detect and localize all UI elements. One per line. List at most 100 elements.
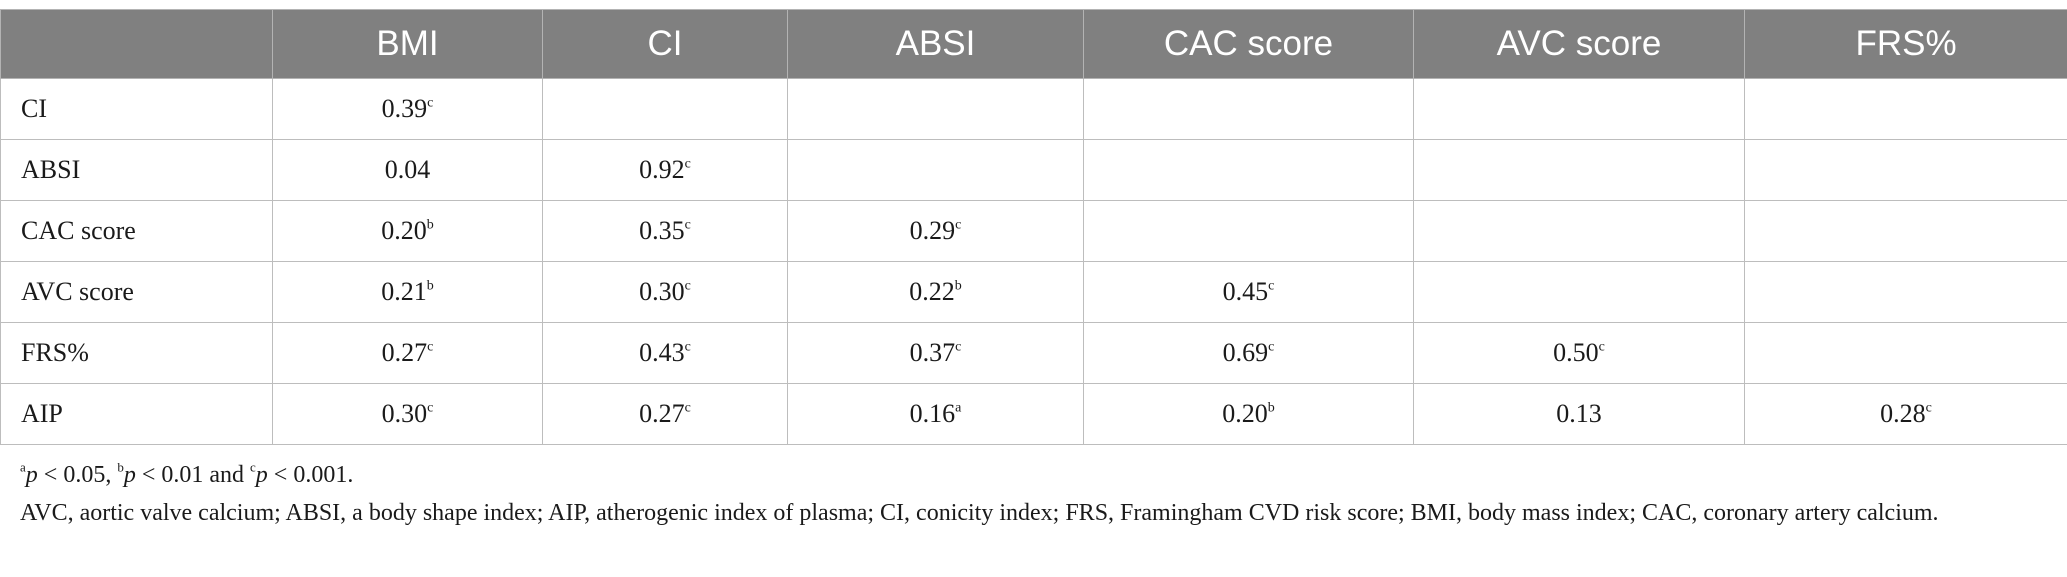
table-cell: 0.30c bbox=[542, 261, 788, 323]
table-cell bbox=[542, 78, 788, 140]
threshold-text: < 0.05, bbox=[37, 462, 118, 488]
table-cell: 0.16a bbox=[787, 383, 1084, 445]
cell-value: 0.21 bbox=[381, 277, 427, 306]
threshold-text: < 0.01 and bbox=[135, 462, 251, 488]
p-variable: p bbox=[123, 462, 136, 488]
footnote-marker: a bbox=[20, 459, 26, 475]
cell-value: 0.22 bbox=[909, 277, 955, 306]
table-cell bbox=[1744, 200, 2067, 262]
significance-marker: b bbox=[426, 217, 434, 233]
cell-value: 0.04 bbox=[384, 155, 431, 184]
cell-value: 0.50 bbox=[1553, 338, 1599, 367]
row-label: FRS% bbox=[0, 322, 273, 384]
table-cell bbox=[1413, 261, 1745, 323]
table-cell: 0.30c bbox=[272, 383, 543, 445]
cell-value: 0.13 bbox=[1556, 399, 1602, 428]
table-cell bbox=[1744, 139, 2067, 201]
table-cell: 0.92c bbox=[542, 139, 788, 201]
significance-marker: c bbox=[427, 400, 434, 416]
p-variable: p bbox=[255, 462, 268, 488]
correlation-table: BMI CI ABSI CAC score AVC score FRS% CI 0… bbox=[0, 9, 2067, 445]
table-row: CAC score 0.20b 0.35c 0.29c bbox=[0, 200, 2067, 262]
significance-marker: b bbox=[954, 278, 962, 294]
cell-value: 0.39 bbox=[381, 94, 428, 123]
cell-value: 0.35 bbox=[639, 216, 685, 245]
table-cell bbox=[1744, 322, 2067, 384]
table-row: AIP 0.30c 0.27c 0.16a 0.20b 0.13 0.28c bbox=[0, 383, 2067, 445]
cell-value: 0.69 bbox=[1222, 338, 1269, 367]
abbreviations-footnote: AVC, aortic valve calcium; ABSI, a body … bbox=[20, 500, 1939, 526]
footnote-marker: c bbox=[250, 459, 256, 475]
significance-footnote: ap < 0.05, bp < 0.01 and cp < 0.001. bbox=[20, 456, 2050, 494]
table-cell bbox=[1413, 200, 1745, 262]
header-row: BMI CI ABSI CAC score AVC score FRS% bbox=[0, 9, 2067, 79]
table-header: BMI CI ABSI CAC score AVC score FRS% bbox=[0, 9, 2067, 79]
table-cell: 0.39c bbox=[272, 78, 543, 140]
table-cell bbox=[1744, 261, 2067, 323]
table-cell bbox=[1413, 139, 1745, 201]
significance-marker: c bbox=[684, 400, 691, 416]
significance-marker: b bbox=[1267, 400, 1275, 416]
cell-value: 0.20 bbox=[381, 216, 427, 245]
cell-value: 0.30 bbox=[639, 277, 685, 306]
table-cell: 0.13 bbox=[1413, 383, 1745, 445]
header-cell-empty bbox=[0, 9, 273, 79]
header-cell-avc-score: AVC score bbox=[1413, 9, 1745, 79]
table-cell: 0.37c bbox=[787, 322, 1084, 384]
row-label: CAC score bbox=[0, 200, 273, 262]
header-cell-absi: ABSI bbox=[787, 9, 1084, 79]
significance-marker: c bbox=[427, 95, 434, 111]
significance-marker: c bbox=[955, 217, 962, 233]
threshold-text: < 0.001. bbox=[267, 462, 354, 488]
table-cell bbox=[787, 78, 1084, 140]
significance-marker: c bbox=[1268, 339, 1275, 355]
cell-value: 0.29 bbox=[909, 216, 956, 245]
significance-marker: c bbox=[1925, 400, 1932, 416]
table-cell bbox=[1083, 139, 1414, 201]
table-cell bbox=[1413, 78, 1745, 140]
row-label: ABSI bbox=[0, 139, 273, 201]
table-cell bbox=[1744, 78, 2067, 140]
table-row: CI 0.39c bbox=[0, 78, 2067, 140]
correlation-table-container: BMI CI ABSI CAC score AVC score FRS% CI 0… bbox=[0, 9, 2067, 445]
table-row: FRS% 0.27c 0.43c 0.37c 0.69c 0.50c bbox=[0, 322, 2067, 384]
header-cell-bmi: BMI bbox=[272, 9, 543, 79]
table-cell: 0.27c bbox=[542, 383, 788, 445]
table-cell: 0.29c bbox=[787, 200, 1084, 262]
significance-marker: c bbox=[684, 156, 691, 172]
significance-marker: c bbox=[1268, 278, 1275, 294]
table-cell: 0.22b bbox=[787, 261, 1084, 323]
significance-marker: c bbox=[684, 217, 691, 233]
significance-marker: b bbox=[426, 278, 434, 294]
cell-value: 0.27 bbox=[639, 399, 685, 428]
cell-value: 0.27 bbox=[381, 338, 428, 367]
table-cell bbox=[1083, 200, 1414, 262]
table-row: ABSI 0.04 0.92c bbox=[0, 139, 2067, 201]
p-variable: p bbox=[25, 462, 38, 488]
cell-value: 0.37 bbox=[909, 338, 956, 367]
row-label: AIP bbox=[0, 383, 273, 445]
table-cell bbox=[787, 139, 1084, 201]
table-cell: 0.21b bbox=[272, 261, 543, 323]
significance-marker: c bbox=[1598, 339, 1605, 355]
row-label: CI bbox=[0, 78, 273, 140]
table-cell: 0.28c bbox=[1744, 383, 2067, 445]
table-cell: 0.27c bbox=[272, 322, 543, 384]
header-cell-cac-score: CAC score bbox=[1083, 9, 1414, 79]
row-label: AVC score bbox=[0, 261, 273, 323]
table-cell: 0.20b bbox=[272, 200, 543, 262]
significance-marker: c bbox=[427, 339, 434, 355]
table-footnotes: ap < 0.05, bp < 0.01 and cp < 0.001. AVC… bbox=[20, 456, 2050, 532]
cell-value: 0.92 bbox=[639, 155, 685, 184]
significance-marker: c bbox=[955, 339, 962, 355]
table-cell: 0.45c bbox=[1083, 261, 1414, 323]
cell-value: 0.20 bbox=[1222, 399, 1268, 428]
significance-marker: a bbox=[955, 400, 962, 416]
table-cell: 0.20b bbox=[1083, 383, 1414, 445]
table-body: CI 0.39c ABSI 0.04 0.92c CAC score 0.20b 0.35c 0… bbox=[0, 78, 2067, 445]
table-cell: 0.50c bbox=[1413, 322, 1745, 384]
table-cell: 0.43c bbox=[542, 322, 788, 384]
significance-marker: c bbox=[684, 278, 691, 294]
significance-marker: c bbox=[684, 339, 691, 355]
header-cell-ci: CI bbox=[542, 9, 788, 79]
